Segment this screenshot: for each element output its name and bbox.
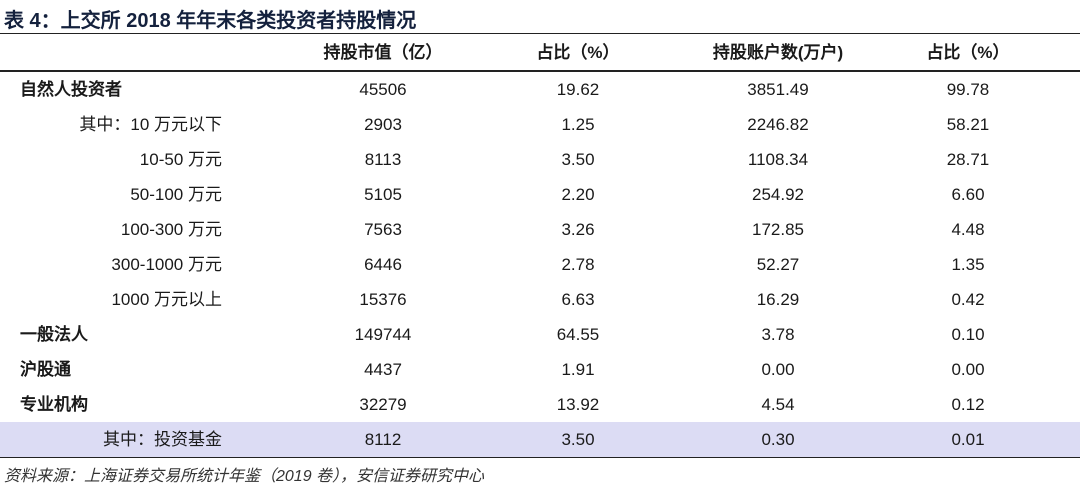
table-cell: 8112: [364, 430, 402, 449]
table-cell: 45506: [359, 80, 407, 99]
table-cell: 3.78: [761, 325, 795, 344]
table-cell: 58.21: [946, 115, 990, 134]
table-cell: 28.71: [946, 150, 990, 169]
row-label: 100-300 万元: [120, 220, 222, 239]
table-cell: 1.91: [561, 360, 595, 379]
source-note: 资料来源：上海证券交易所统计年鉴（2019 卷），安信证券研究中心: [4, 468, 485, 485]
table-cell: 2246.82: [747, 115, 809, 134]
table-row: 300-1000 万元 6446 2.78 52.27 1.35: [0, 247, 1080, 282]
table-cell: 99.78: [946, 80, 990, 99]
table-row: 一般法人 149744 64.55 3.78 0.10: [0, 317, 1080, 352]
table-cell: 4.48: [951, 220, 985, 239]
table-row: 其中：10 万元以下 2903 1.25 2246.82 58.21: [0, 107, 1080, 142]
row-label: 其中：投资基金: [103, 430, 222, 449]
table-row: 专业机构 32279 13.92 4.54 0.12: [0, 387, 1080, 422]
table-cell: 2.20: [561, 185, 595, 204]
table-row: 自然人投资者 45506 19.62 3851.49 99.78: [0, 72, 1080, 107]
table-row: 1000 万元以上 15376 6.63 16.29 0.42: [0, 282, 1080, 317]
table-cell: 0.42: [951, 290, 985, 309]
table-cell: 3.26: [561, 220, 595, 239]
table-cell: 15376: [359, 290, 407, 309]
table-cell: 2.78: [561, 255, 595, 274]
header-cell: 占比（%）: [926, 43, 1010, 62]
table-cell: 0.30: [761, 430, 795, 449]
table-cell: 52.27: [756, 255, 800, 274]
table-cell: 3.50: [561, 150, 595, 169]
table-cell: 8113: [364, 150, 402, 169]
table-cell: 0.01: [951, 430, 985, 449]
row-label: 300-1000 万元: [111, 255, 222, 274]
row-label: 专业机构: [20, 395, 88, 414]
row-label: 其中：10 万元以下: [79, 115, 222, 134]
row-label: 10-50 万元: [139, 150, 222, 169]
header-cell: 占比（%）: [536, 43, 620, 62]
table-cell: 19.62: [556, 80, 600, 99]
row-label: 自然人投资者: [20, 80, 122, 99]
header-cell: 持股市值（亿）: [323, 43, 443, 62]
table-cell: 1108.34: [747, 150, 809, 169]
table-cell: 4437: [364, 360, 402, 379]
table-cell: 6.60: [951, 185, 985, 204]
title: 表 4：上交所 2018 年年末各类投资者持股情况: [4, 10, 417, 32]
table-cell: 4.54: [761, 395, 795, 414]
rule: [0, 457, 1080, 458]
table-cell: 3851.49: [747, 80, 809, 99]
table-cell: 32279: [359, 395, 407, 414]
table-cell: 13.92: [556, 395, 600, 414]
row-label: 一般法人: [20, 325, 88, 344]
table-cell: 1.35: [951, 255, 985, 274]
table-row: 100-300 万元 7563 3.26 172.85 4.48: [0, 212, 1080, 247]
table-cell: 1.25: [561, 115, 595, 134]
header-cell: 持股账户数(万户): [712, 43, 844, 62]
rule: [0, 70, 1080, 72]
row-label: 沪股通: [20, 360, 71, 379]
table-cell: 7563: [364, 220, 402, 239]
table-cell: 172.85: [752, 220, 804, 239]
table-cell: 6446: [364, 255, 402, 274]
table-cell: 254.92: [752, 185, 804, 204]
row-label: 50-100 万元: [130, 185, 222, 204]
table-cell: 2903: [364, 115, 402, 134]
rule: [0, 33, 1080, 34]
table-cell: 0.00: [951, 360, 985, 379]
table-row: 沪股通 4437 1.91 0.00 0.00: [0, 352, 1080, 387]
table-cell: 149744: [354, 325, 412, 344]
table-cell: 0.12: [951, 395, 985, 414]
table-cell: 6.63: [561, 290, 595, 309]
table-cell: 0.00: [761, 360, 795, 379]
header-row: 持股市值（亿） 占比（%） 持股账户数(万户) 占比（%）: [0, 35, 1080, 70]
table-cell: 5105: [364, 185, 402, 204]
table-cell: 3.50: [561, 430, 595, 449]
table-cell: 16.29: [756, 290, 800, 309]
table-row: 50-100 万元 5105 2.20 254.92 6.60: [0, 177, 1080, 212]
table-cell: 64.55: [556, 325, 600, 344]
table-row: 其中：投资基金 8112 3.50 0.30 0.01: [0, 422, 1080, 457]
table-cell: 0.10: [951, 325, 985, 344]
table-row: 10-50 万元 8113 3.50 1108.34 28.71: [0, 142, 1080, 177]
row-label: 1000 万元以上: [111, 290, 222, 309]
